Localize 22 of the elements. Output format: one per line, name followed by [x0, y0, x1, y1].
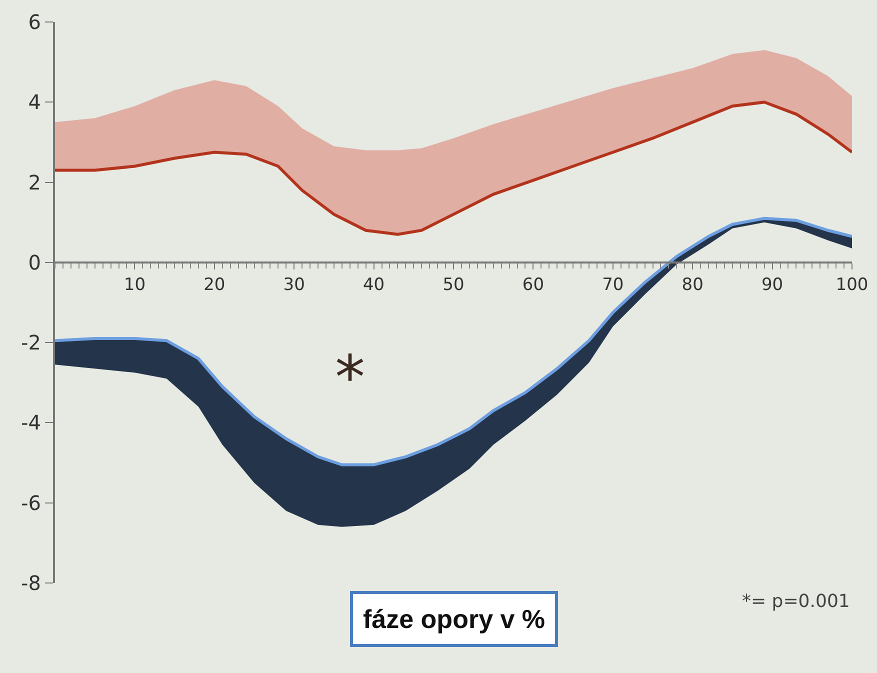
x-tick-label: 20: [204, 274, 226, 295]
y-tick-label: -4: [21, 410, 41, 435]
y-tick-label: -2: [21, 330, 41, 355]
line-series: [55, 100, 852, 236]
x-tick-label: 10: [124, 274, 146, 295]
y-tick-label: -6: [21, 490, 41, 515]
text: *= p=0.001: [742, 591, 850, 612]
x-tick-label: 40: [362, 274, 385, 295]
x-axis-title: fáze opory v %: [363, 604, 546, 634]
x-tick-label: 50: [442, 274, 464, 295]
x-tick-label: 80: [682, 274, 704, 295]
y-tick-label: 6: [28, 10, 41, 34]
y-tick-label: -8: [21, 571, 41, 595]
y-tick-label: 4: [28, 90, 41, 114]
x-tick-label: 60: [522, 274, 544, 295]
y-tick-label: 0: [28, 250, 41, 274]
x-tick-label: 70: [602, 274, 624, 295]
x-tick-label: 30: [283, 274, 305, 295]
annotation: *: [335, 343, 365, 413]
y-tick-label: 2: [28, 170, 41, 194]
x-tick-label: 100: [836, 274, 868, 295]
x-tick-label: 90: [761, 274, 784, 295]
